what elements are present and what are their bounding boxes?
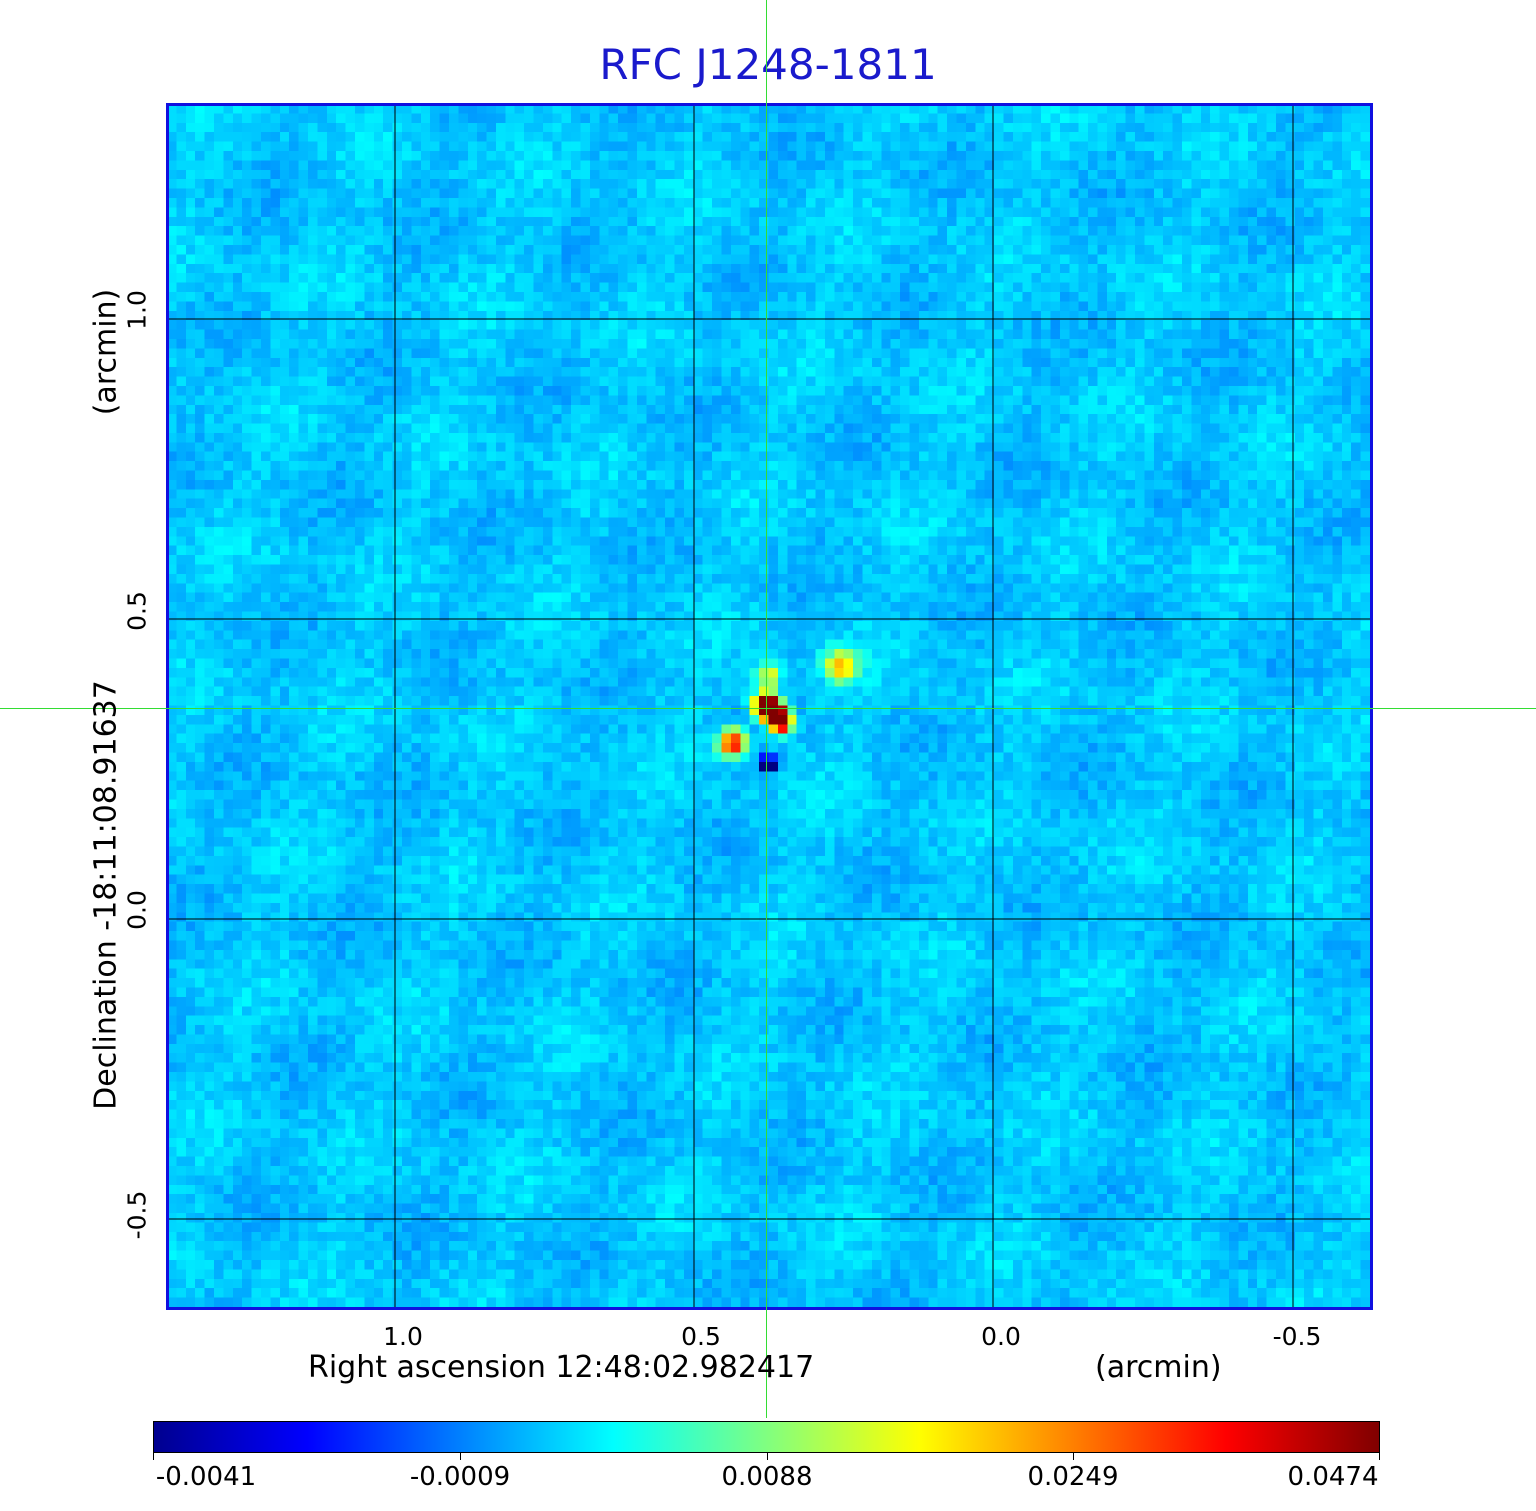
colorbar: [153, 1421, 1380, 1453]
x-tick-label: -0.5: [1272, 1322, 1322, 1351]
y-tick-label: 0.5: [122, 591, 152, 631]
x-tick-label: 0.0: [981, 1322, 1021, 1351]
colorbar-tick: [153, 1452, 154, 1460]
colorbar-label: -0.0041: [155, 1462, 257, 1492]
x-tick-label: 1.0: [383, 1322, 423, 1351]
x-axis-label: Right ascension 12:48:02.982417: [308, 1350, 815, 1385]
colorbar-label: -0.0009: [409, 1462, 511, 1492]
colorbar-label: 0.0474: [1287, 1462, 1379, 1492]
x-axis-unit: (arcmin): [1095, 1350, 1222, 1385]
y-tick-label: 1.0: [122, 290, 152, 330]
colorbar-tick: [460, 1452, 461, 1460]
y-tick-label: 0.0: [122, 890, 152, 930]
y-axis-label: Declination -18:11:08.91637: [88, 680, 124, 1110]
y-axis-unit: (arcmin): [88, 288, 124, 416]
colorbar-tick: [1379, 1452, 1380, 1460]
crosshair-vertical: [766, 0, 767, 1418]
intensity-map-canvas[interactable]: [167, 104, 1370, 1307]
colorbar-tick: [767, 1452, 768, 1460]
y-tick-label: -0.5: [122, 1190, 152, 1240]
x-tick-label: 0.5: [681, 1322, 721, 1351]
coordinate-grid: [167, 104, 1370, 1307]
colorbar-label: 0.0088: [721, 1462, 813, 1492]
crosshair-horizontal: [0, 708, 1536, 709]
colorbar-label: 0.0249: [1027, 1462, 1119, 1492]
colorbar-tick: [1073, 1452, 1074, 1460]
image-title: RFC J1248-1811: [599, 40, 937, 89]
radio-image-map[interactable]: [167, 104, 1370, 1307]
